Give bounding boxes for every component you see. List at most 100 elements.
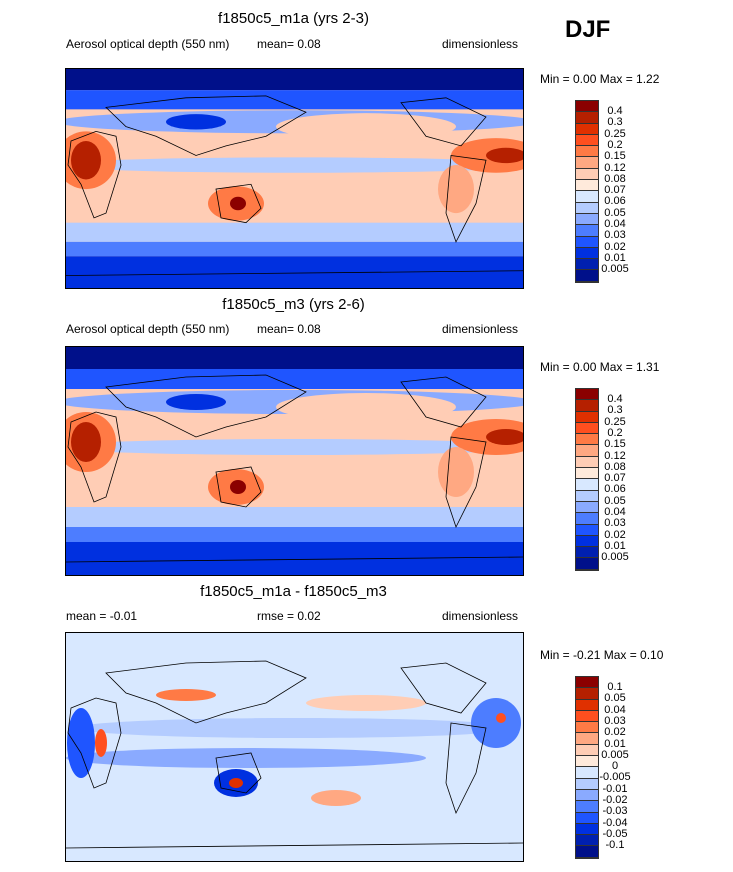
colorbar-swatch [576, 846, 598, 858]
colorbar [575, 676, 599, 859]
colorbar-swatch [576, 123, 598, 135]
colorbar-label: -0.01 [602, 782, 628, 795]
colorbar-label: 0.05 [604, 692, 626, 705]
panel-center-label: mean= 0.08 [257, 37, 321, 51]
colorbar-swatch [576, 259, 598, 271]
colorbar-swatch [576, 180, 598, 192]
panel-title: f1850c5_m3 (yrs 2-6) [222, 296, 365, 313]
panel-units-label: dimensionless [442, 37, 519, 51]
colorbar-label: 0.02 [604, 528, 626, 541]
colorbar-swatch [576, 236, 598, 248]
colorbar-swatch [576, 247, 598, 260]
colorbar-swatch [576, 411, 598, 423]
colorbar-label: 0.4 [607, 105, 623, 117]
colorbar-label: 0.07 [604, 184, 626, 197]
colorbar-label: 0.06 [604, 195, 626, 208]
colorbar-label: 0.06 [604, 483, 626, 496]
colorbar-label: 0.02 [604, 240, 626, 253]
colorbar-label: 0.2 [607, 138, 623, 151]
panel-title: f1850c5_m1a (yrs 2-3) [218, 10, 369, 27]
map-plot [65, 346, 524, 576]
colorbar-swatch [576, 468, 598, 480]
colorbar-label: -0.04 [602, 816, 628, 829]
colorbar-label: 0.01 [604, 737, 626, 750]
season-label: DJF [565, 16, 611, 43]
colorbar-label: 0.04 [604, 218, 626, 230]
colorbar [575, 100, 599, 283]
colorbar-swatch [576, 812, 598, 824]
colorbar-swatch [576, 823, 598, 836]
colorbar-label: 0.3 [607, 116, 623, 129]
colorbar-label: 0.005 [601, 748, 629, 761]
colorbar-label: 0.25 [604, 127, 626, 140]
colorbar-swatch [576, 699, 598, 711]
colorbar-label: 0.05 [604, 206, 626, 219]
min-max-label: Min = -0.21 Max = 0.10 [540, 648, 664, 662]
colorbar-swatch [576, 756, 598, 768]
colorbar-swatch [576, 547, 598, 559]
colorbar-swatch [576, 801, 598, 813]
colorbar-swatch [576, 710, 598, 723]
colorbar-swatch [576, 434, 598, 446]
colorbar-swatch [576, 400, 598, 412]
panel-units-label: dimensionless [442, 322, 519, 336]
panel-left-label: Aerosol optical depth (550 nm) [66, 322, 230, 336]
colorbar-label: -0.005 [599, 771, 631, 784]
colorbar-swatch [576, 146, 598, 158]
colorbar-label: 0.04 [604, 703, 626, 716]
colorbar-swatch [576, 191, 598, 203]
colorbar-swatch [576, 225, 598, 237]
colorbar-swatch [576, 490, 598, 502]
colorbar-label: 0.15 [604, 150, 626, 163]
colorbar [575, 388, 599, 571]
map-plot [65, 632, 524, 862]
panel-title: f1850c5_m1a - f1850c5_m3 [200, 583, 387, 600]
colorbar-label: -0.1 [605, 839, 625, 852]
colorbar-swatch [576, 157, 598, 169]
colorbar-swatch [576, 677, 598, 689]
colorbar-label: 0.1 [607, 681, 623, 693]
colorbar-swatch [576, 835, 598, 847]
colorbar-swatch [576, 524, 598, 536]
colorbar-label: 0.2 [607, 426, 623, 439]
colorbar-label: 0 [611, 760, 619, 773]
colorbar-label: 0.25 [604, 415, 626, 428]
colorbar-label: 0.3 [607, 404, 623, 417]
colorbar-label: 0.01 [604, 251, 626, 264]
colorbar-label: -0.02 [602, 794, 628, 806]
colorbar-swatch [576, 733, 598, 745]
colorbar-swatch [576, 389, 598, 401]
colorbar-swatch [576, 422, 598, 435]
colorbar-label: 0.12 [604, 449, 626, 462]
colorbar-label: 0.005 [601, 551, 629, 564]
colorbar-label: 0.08 [604, 172, 626, 185]
colorbar-swatch [576, 744, 598, 757]
colorbar-label: -0.03 [602, 805, 628, 818]
colorbar-label: 0.03 [604, 714, 626, 727]
colorbar-swatch [576, 535, 598, 548]
colorbar-label: 0.03 [604, 517, 626, 530]
colorbar-swatch [576, 789, 598, 802]
colorbar-swatch [576, 501, 598, 514]
colorbar-swatch [576, 112, 598, 124]
panel-left-label: Aerosol optical depth (550 nm) [66, 37, 230, 51]
colorbar-swatch [576, 722, 598, 734]
colorbar-swatch [576, 168, 598, 181]
min-max-label: Min = 0.00 Max = 1.31 [540, 360, 660, 374]
colorbar-swatch [576, 134, 598, 147]
colorbar-swatch [576, 479, 598, 491]
colorbar-label: 0.08 [604, 460, 626, 473]
colorbar-swatch [576, 270, 598, 282]
colorbar-label: 0.02 [604, 726, 626, 739]
colorbar-label: 0.04 [604, 506, 626, 518]
map-plot [65, 68, 524, 289]
min-max-label: Min = 0.00 Max = 1.22 [540, 72, 660, 86]
colorbar-label: -0.05 [602, 827, 628, 840]
panel-left-label: mean = -0.01 [66, 609, 138, 623]
colorbar-swatch [576, 213, 598, 226]
colorbar-swatch [576, 101, 598, 113]
colorbar-label: 0.07 [604, 472, 626, 485]
colorbar-label: 0.01 [604, 539, 626, 552]
colorbar-swatch [576, 513, 598, 525]
colorbar-swatch [576, 202, 598, 214]
